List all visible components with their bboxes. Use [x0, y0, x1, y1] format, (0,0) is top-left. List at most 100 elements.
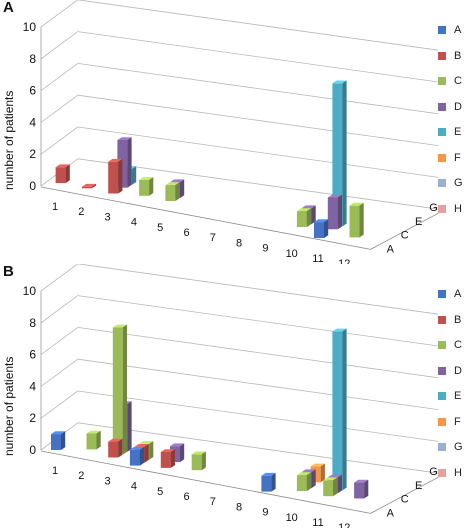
bar-top — [86, 430, 101, 434]
bars — [55, 80, 364, 238]
bar-front — [191, 454, 202, 471]
legend-label: E — [454, 126, 462, 138]
legend-item: F — [438, 416, 461, 428]
chart-panel-b: B number of patients 0 2 4 6 8 10 1 2 3 4 5 6 7 8 9 10 1… — [0, 263, 473, 528]
bar-side — [65, 164, 70, 184]
panel-label: B — [3, 263, 14, 280]
y-tick-label: 6 — [29, 348, 36, 362]
x-tick-label: 10 — [286, 248, 298, 260]
y-tick-label: 2 — [29, 147, 36, 161]
y-tick-label: 4 — [29, 115, 36, 129]
bar — [86, 430, 101, 450]
legend-label: H — [454, 202, 462, 215]
y-tick-label: 0 — [29, 443, 36, 457]
bar-side — [337, 194, 342, 230]
bar-top — [349, 202, 364, 206]
chart-canvas: 0246810123456789101112ACEG — [23, 264, 439, 528]
x-tick-label: 3 — [105, 475, 111, 487]
gridline — [40, 295, 79, 324]
bar-side — [311, 205, 316, 225]
legend-label: F — [454, 151, 461, 164]
bar-side — [132, 166, 137, 185]
bar-front — [332, 331, 343, 491]
bar-front — [354, 482, 365, 499]
gridline — [40, 31, 79, 60]
bar-side — [201, 451, 206, 471]
bar-side — [311, 469, 316, 489]
legend-swatch — [438, 341, 446, 349]
legend-item: H — [438, 467, 462, 479]
bar-top — [323, 477, 338, 481]
bar-top — [165, 182, 180, 186]
bar-side — [333, 477, 338, 497]
x-tick-label: 3 — [105, 211, 111, 223]
bar-top — [81, 183, 97, 187]
bar-side — [61, 431, 66, 450]
bar-top — [160, 449, 175, 452]
bar — [296, 208, 312, 227]
bar — [81, 183, 97, 189]
bar-top — [170, 443, 185, 447]
legend-swatch — [438, 51, 446, 60]
depth-tick-label: A — [387, 507, 395, 519]
gridline — [77, 94, 439, 146]
bar-side — [118, 158, 123, 194]
gridline — [77, 0, 439, 51]
bar-top — [191, 451, 206, 455]
legend-item: A — [438, 288, 461, 300]
legend-swatch — [438, 102, 446, 111]
gridline — [77, 422, 439, 474]
bar-front — [296, 475, 307, 491]
depth-tick-label: G — [429, 466, 438, 478]
legend-label: F — [454, 415, 461, 428]
bar-front — [349, 205, 360, 238]
bar-side — [170, 449, 175, 468]
bar-side — [342, 80, 347, 227]
legend-label: G — [454, 441, 463, 453]
x-tick-label: 12 — [338, 522, 350, 528]
bar-front — [139, 179, 150, 196]
bar-front — [112, 327, 123, 455]
bar-side — [139, 446, 145, 466]
bar-top — [327, 474, 342, 478]
depth-tick-label: G — [429, 202, 438, 214]
x-tick-label: 9 — [262, 243, 268, 255]
bar — [261, 472, 276, 492]
panel-label: A — [3, 0, 14, 16]
gridline — [77, 264, 439, 315]
bar-side — [306, 208, 312, 227]
bar-top — [134, 444, 149, 447]
bar-front — [160, 452, 171, 468]
bar-front — [323, 480, 334, 497]
legend-swatch — [438, 468, 446, 477]
legend-item: A — [438, 24, 461, 36]
bar-front — [332, 83, 343, 227]
legend-swatch — [438, 392, 446, 400]
bar-side — [127, 137, 132, 188]
legend-item: G — [438, 441, 463, 453]
bar-side — [359, 202, 364, 238]
legend-swatch — [438, 204, 446, 213]
x-tick-label: 2 — [78, 206, 84, 218]
legend-label: C — [454, 339, 462, 351]
gridline — [40, 327, 79, 355]
gridline — [77, 358, 439, 410]
y-tick-label: 6 — [29, 84, 36, 98]
bar-top — [310, 463, 325, 467]
bar-top — [296, 208, 312, 212]
legend-swatch — [438, 443, 446, 451]
bar-side — [180, 443, 185, 463]
bar-side — [122, 324, 127, 455]
legend-swatch — [438, 77, 446, 85]
bar — [349, 202, 364, 238]
legend-swatch — [438, 26, 446, 34]
bar — [55, 164, 70, 184]
x-tick-label: 4 — [131, 481, 137, 493]
x-tick-label: 11 — [312, 517, 323, 528]
depth-tick-label: C — [401, 230, 409, 242]
bar-top — [112, 324, 127, 328]
bar-side — [96, 430, 101, 450]
bar-side — [271, 472, 276, 492]
bar — [327, 194, 342, 230]
bar — [314, 219, 329, 238]
